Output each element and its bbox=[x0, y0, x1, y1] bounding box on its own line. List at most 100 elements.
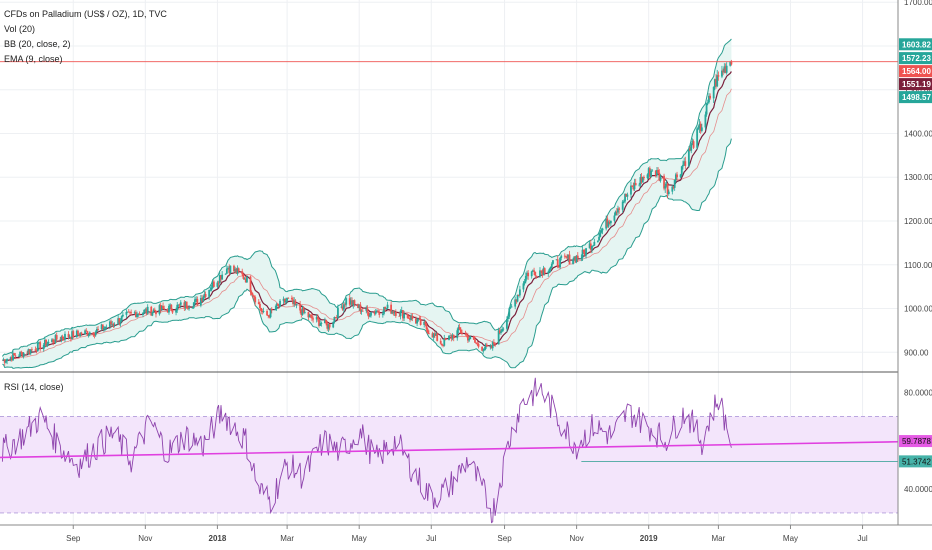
candle-body bbox=[464, 333, 467, 335]
candle-body bbox=[398, 315, 401, 317]
candle-body bbox=[704, 114, 707, 128]
candle-body bbox=[531, 270, 534, 272]
price-badge-label: 1603.82 bbox=[902, 40, 931, 49]
candle-body bbox=[307, 312, 310, 318]
candle-body bbox=[555, 259, 558, 261]
candle-body bbox=[424, 321, 427, 325]
candle-body bbox=[348, 298, 351, 305]
candle-body bbox=[474, 339, 476, 343]
candle-body bbox=[614, 211, 617, 216]
time-tick-label: Mar bbox=[712, 534, 726, 543]
candle-body bbox=[368, 315, 371, 317]
candle-body bbox=[318, 319, 320, 326]
price-badge-label: 1572.23 bbox=[902, 54, 931, 63]
candle-body bbox=[442, 345, 444, 346]
candle-body bbox=[386, 304, 389, 309]
candle-body bbox=[489, 346, 492, 348]
candle-body bbox=[601, 228, 604, 231]
candle-body bbox=[208, 289, 211, 297]
candle-body bbox=[432, 333, 435, 338]
candle-body bbox=[588, 243, 591, 249]
candle-body bbox=[394, 312, 397, 316]
candle-body bbox=[723, 66, 726, 73]
candle-body bbox=[127, 311, 130, 313]
candle-body bbox=[671, 186, 674, 192]
time-tick-label: Nov bbox=[138, 534, 152, 543]
bb-fill bbox=[2, 38, 732, 369]
grid bbox=[0, 0, 898, 525]
candle-body bbox=[282, 298, 285, 301]
legend-main-1[interactable]: Vol (20) bbox=[4, 24, 35, 34]
candle-body bbox=[582, 249, 585, 253]
candle-body bbox=[351, 300, 354, 306]
candle-body bbox=[274, 309, 277, 311]
price-badge bbox=[899, 91, 932, 104]
legend-main-0[interactable]: CFDs on Palladium (US$ / OZ), 1D, TVC bbox=[4, 9, 167, 19]
candle-body bbox=[527, 272, 530, 277]
candle-body bbox=[606, 218, 609, 227]
time-tick-label: Jul bbox=[857, 534, 867, 543]
candle-body bbox=[674, 174, 677, 181]
candle-body bbox=[93, 335, 96, 336]
candle-body bbox=[508, 308, 511, 317]
candle-body bbox=[111, 323, 114, 325]
candle-body bbox=[325, 319, 328, 324]
legend-main-3[interactable]: EMA (9, close) bbox=[4, 54, 63, 64]
candle-body bbox=[137, 313, 140, 315]
candle-body bbox=[359, 304, 362, 312]
candle-body bbox=[236, 268, 239, 274]
candle-body bbox=[547, 271, 550, 274]
price-badge bbox=[899, 65, 932, 78]
candle-body bbox=[550, 263, 553, 267]
candle-body bbox=[62, 338, 65, 340]
candle-body bbox=[713, 79, 716, 88]
candle-body bbox=[456, 330, 459, 339]
candle-body bbox=[493, 342, 495, 344]
candle-body bbox=[84, 330, 86, 335]
candle-body bbox=[185, 301, 188, 308]
candle-body bbox=[724, 66, 727, 73]
candle-body bbox=[3, 359, 6, 363]
candle-body bbox=[202, 297, 205, 302]
candle-body bbox=[244, 278, 247, 283]
candle-body bbox=[276, 304, 279, 306]
candle-body bbox=[36, 343, 39, 352]
candle-body bbox=[607, 221, 610, 227]
candle-body bbox=[567, 254, 570, 259]
candle-body bbox=[143, 309, 146, 313]
price-tick-label: 1300.00 bbox=[904, 173, 932, 182]
candle-body bbox=[104, 326, 107, 329]
candle-body bbox=[556, 259, 559, 267]
candle-body bbox=[201, 297, 203, 302]
candle-body bbox=[700, 127, 703, 131]
legend-rsi[interactable]: RSI (14, close) bbox=[4, 382, 64, 392]
candle-body bbox=[625, 193, 628, 197]
candle-body bbox=[683, 161, 686, 165]
candle-body bbox=[326, 323, 329, 329]
candle-body bbox=[69, 336, 72, 340]
candle-body bbox=[345, 298, 348, 305]
candle-body bbox=[44, 339, 46, 345]
candle-body bbox=[251, 294, 254, 296]
candle-body bbox=[266, 310, 268, 316]
candle-body bbox=[439, 340, 442, 344]
candle-body bbox=[650, 170, 652, 177]
price-badge-label: 1498.57 bbox=[902, 93, 931, 102]
candle-body bbox=[618, 208, 621, 210]
candle-body bbox=[458, 327, 461, 330]
candle-body bbox=[360, 310, 363, 312]
candle-body bbox=[332, 321, 335, 328]
candle-body bbox=[658, 172, 661, 181]
candle-body bbox=[657, 170, 660, 173]
candle-body bbox=[406, 313, 409, 318]
candle-body bbox=[673, 180, 676, 188]
candle-body bbox=[633, 183, 636, 190]
price-badge bbox=[899, 78, 932, 91]
candle-body bbox=[566, 256, 569, 259]
candle-body bbox=[476, 343, 479, 345]
candle-body bbox=[684, 161, 687, 166]
candle-body bbox=[353, 300, 356, 304]
legend-main-2[interactable]: BB (20, close, 2) bbox=[4, 39, 71, 49]
time-tick-label: May bbox=[783, 534, 798, 543]
candle-body bbox=[224, 273, 227, 275]
